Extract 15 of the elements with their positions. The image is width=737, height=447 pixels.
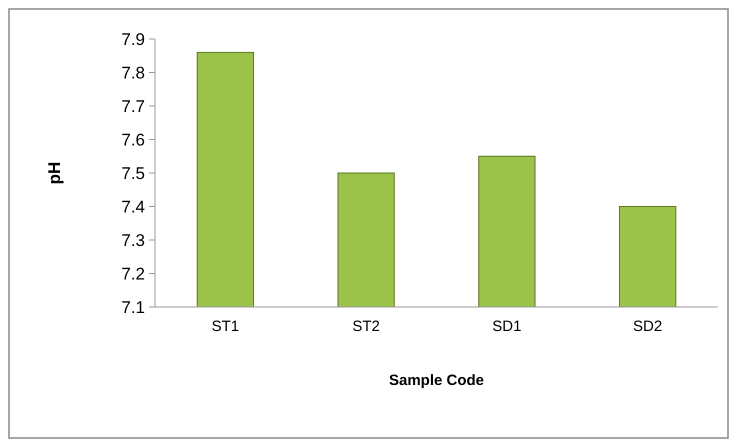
y-tick-label: 7.7 bbox=[121, 96, 145, 116]
y-axis-title: pH bbox=[45, 162, 64, 184]
y-tick-label: 7.6 bbox=[121, 130, 145, 150]
x-axis-title: Sample Code bbox=[388, 372, 484, 389]
y-tick-label: 7.3 bbox=[121, 230, 145, 250]
y-tick-label: 7.9 bbox=[121, 30, 145, 49]
x-tick-label: ST2 bbox=[352, 318, 380, 335]
y-tick-label: 7.5 bbox=[121, 164, 145, 183]
y-tick-label: 7.4 bbox=[121, 197, 145, 216]
y-tick-label: 7.8 bbox=[121, 63, 145, 82]
x-tick-label: SD2 bbox=[633, 318, 662, 335]
x-tick-label: ST1 bbox=[212, 318, 240, 335]
y-tick-label: 7.2 bbox=[121, 264, 145, 284]
y-tick-label: 7.1 bbox=[121, 298, 145, 317]
x-tick-label: SD1 bbox=[492, 318, 522, 335]
